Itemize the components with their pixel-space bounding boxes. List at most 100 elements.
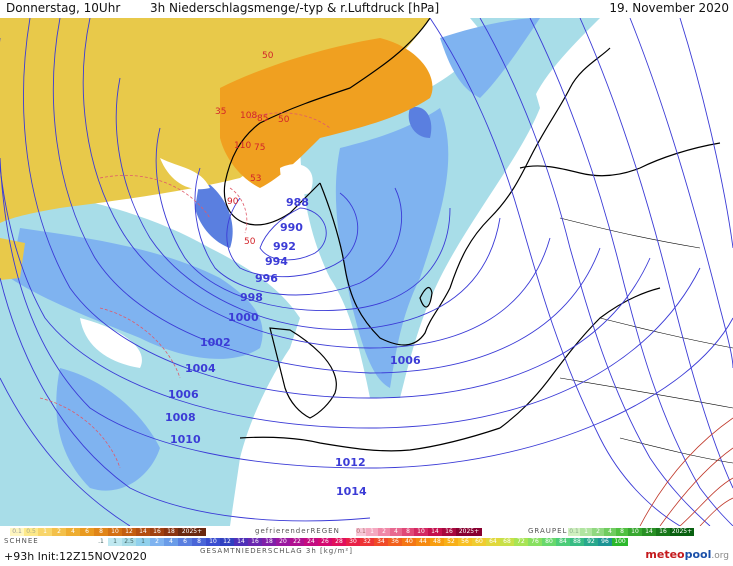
- isobar-label-992: 992: [273, 240, 296, 253]
- isobar-label-988: 988: [286, 196, 309, 209]
- rain-scale-cell: 52: [444, 538, 458, 546]
- logo-org: .org: [711, 551, 729, 561]
- precip-label: 90: [227, 197, 239, 207]
- rain-scale-cell: 24: [304, 538, 318, 546]
- precip-label: 85: [257, 114, 268, 124]
- rain-scale-cell: 72: [514, 538, 528, 546]
- snow-scale: 0.1 0.5 1 2 4 6 8 10 12 14 16 18 2025+: [10, 528, 206, 536]
- snow-deep-area: [220, 38, 433, 188]
- logo-meteo: meteo: [645, 548, 685, 561]
- precipitation-map: 988 990 992 994 996 998 1000 1002 1004 1…: [0, 18, 733, 526]
- rain-scale-cell: 68: [500, 538, 514, 546]
- rain-scale-cell: 34: [374, 538, 388, 546]
- germany-coast: [239, 427, 501, 452]
- logo-pool: pool: [684, 548, 712, 561]
- graupel-scale: 0.1 1 2 4 8 10 14 16 2025+: [568, 528, 694, 536]
- rain-scale-cell: 64: [486, 538, 500, 546]
- rain-scale-cell: 40: [402, 538, 416, 546]
- init-label: +93h Init:12Z15NOV2020: [4, 550, 147, 563]
- rain-mid-area: [10, 228, 263, 359]
- rain-scale-cell: 56: [458, 538, 472, 546]
- isobars: [0, 18, 733, 526]
- rain-scale-cell: 2: [150, 538, 164, 546]
- rain-scale-cell: 96: [598, 538, 612, 546]
- sweden-coast: [319, 47, 611, 346]
- dry-patch-3: [80, 318, 142, 368]
- denmark-coast: [269, 327, 337, 419]
- isobars-red: [639, 417, 733, 526]
- precip-label: 35: [215, 107, 226, 117]
- isobar-label-996: 996: [255, 272, 278, 285]
- rain-scale-cell: 30: [346, 538, 360, 546]
- rain-scale-cell: 60: [472, 538, 486, 546]
- dry-patch: [160, 158, 210, 190]
- rain-scale-cell: 80: [542, 538, 556, 546]
- isobar-label-1014: 1014: [336, 485, 367, 498]
- total-precip-label: GESAMTNIEDERSCHLAG 3h [kg/m²]: [200, 547, 353, 555]
- borders: [559, 217, 733, 464]
- rain-scale-cell: 2.5: [122, 538, 136, 546]
- rain-heavy-area-2: [408, 107, 432, 138]
- graupel-label: GRAUPEL: [528, 527, 568, 535]
- rain-scale-cell: 20: [276, 538, 290, 546]
- rain-scale-cell: 16: [248, 538, 262, 546]
- norway-coast: [223, 18, 431, 226]
- rain-scale-cell: 76: [528, 538, 542, 546]
- precip-label: 108: [240, 111, 257, 121]
- isobar-label-1002: 1002: [200, 336, 231, 349]
- total-precip-scale: .1 1 2.5 1 2 4 6 8 10 12 14 16 18 20 22 24 26 28 30 32 34 36 4…: [94, 538, 628, 546]
- snow-label: SCHNEE: [4, 537, 39, 545]
- rain-scale-cell: 36: [388, 538, 402, 546]
- header-bar: Donnerstag, 10Uhr 3h Niederschlagsmenge/…: [0, 0, 733, 18]
- rain-scale-cell: 100: [612, 538, 628, 546]
- isobar-label-994: 994: [265, 255, 288, 268]
- rain-scale-cell: 12: [220, 538, 234, 546]
- rain-scale-cell: 92: [584, 538, 598, 546]
- freezing-rain-scale: 0.1 1 2 4 8 10 14 16 2025+: [356, 528, 482, 536]
- precip-label: 110: [234, 141, 251, 151]
- finland-coast: [519, 142, 721, 177]
- rain-scale-cell: 22: [290, 538, 304, 546]
- dry-patch-2: [280, 164, 313, 195]
- isobar-label-1012: 1012: [335, 456, 366, 469]
- isobar-label-1000: 1000: [228, 311, 259, 324]
- rain-scale-cell: 14: [234, 538, 248, 546]
- coastlines: [223, 18, 721, 452]
- isobar-label-1008: 1008: [165, 411, 196, 424]
- meteopool-logo[interactable]: meteopool.org: [645, 548, 729, 561]
- rain-scale-cell: 88: [570, 538, 584, 546]
- baltic-coast: [499, 287, 661, 429]
- precip-label: 53: [250, 174, 261, 184]
- map-title: 3h Niederschlagsmenge/-typ & r.Luftdruck…: [150, 1, 440, 15]
- precip-contours: [39, 112, 331, 469]
- rain-scale-cell: 84: [556, 538, 570, 546]
- forecast-date: 19. November 2020: [609, 1, 729, 15]
- rain-scale-cell: 6: [178, 538, 192, 546]
- isobar-label-1004: 1004: [185, 362, 216, 375]
- gotland: [419, 286, 433, 308]
- date-label: Donnerstag, 10Uhr: [6, 1, 121, 15]
- rain-scale-cell: 8: [192, 538, 206, 546]
- legend-footer: 0.1 0.5 1 2 4 6 8 10 12 14 16 18 2025+ g…: [0, 526, 733, 566]
- rain-mid-area-south: [56, 368, 160, 491]
- isobar-label-1010: 1010: [170, 433, 201, 446]
- rain-scale-cell: 44: [416, 538, 430, 546]
- rain-scale-cell: 26: [318, 538, 332, 546]
- isobar-label-1006-east: 1006: [390, 354, 421, 367]
- freezing-rain-label: gefrierenderREGEN: [255, 527, 340, 535]
- precip-label: 75: [254, 143, 265, 153]
- rain-scale-cell: 18: [262, 538, 276, 546]
- rain-scale-cell: 4: [164, 538, 178, 546]
- rain-scale-cell: 1: [108, 538, 122, 546]
- rain-scale-cell: 10: [206, 538, 220, 546]
- isobar-label-1006: 1006: [168, 388, 199, 401]
- isobar-label-998: 998: [240, 291, 263, 304]
- rain-scale-cell: 48: [430, 538, 444, 546]
- rain-scale-cell: 1: [136, 538, 150, 546]
- precip-label: 50: [244, 237, 256, 247]
- snow-area-west: [0, 238, 25, 280]
- rain-heavy-area: [195, 178, 233, 248]
- isobar-label-990: 990: [280, 221, 303, 234]
- rain-scale-cell: .1: [94, 538, 108, 546]
- precip-label: 50: [262, 51, 274, 61]
